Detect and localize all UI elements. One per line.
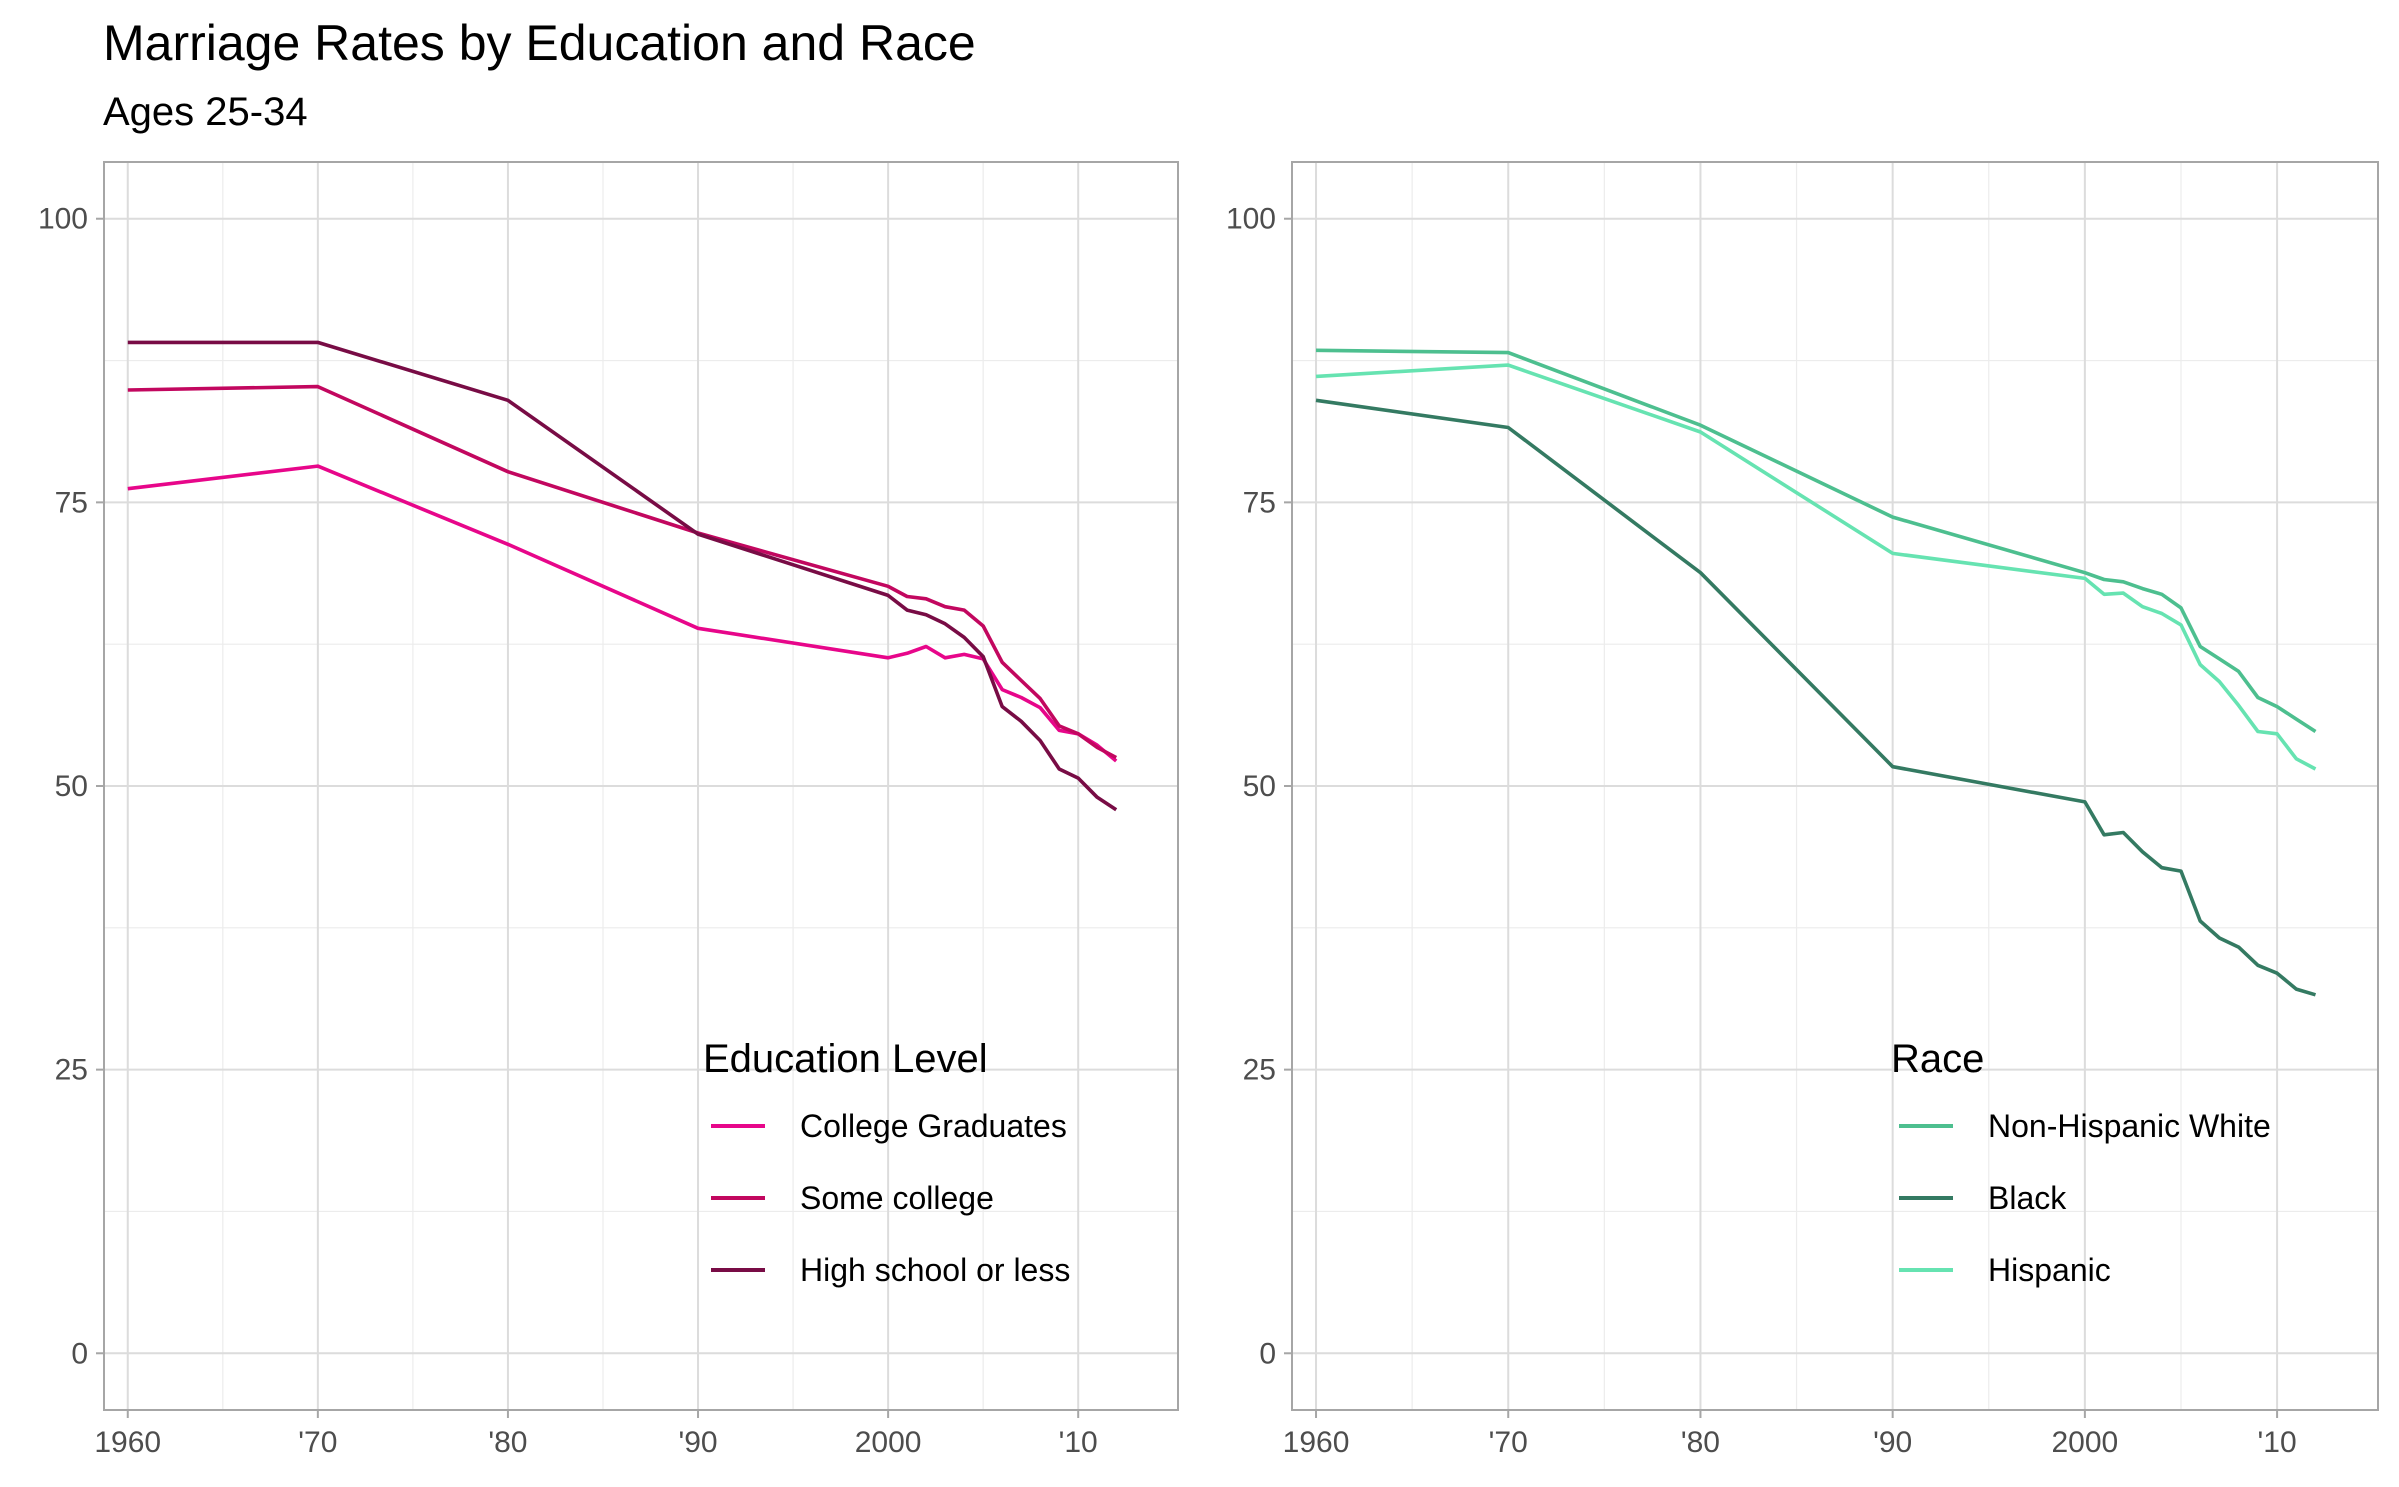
- legend-label: Black: [1988, 1180, 2067, 1216]
- series-line-high-school-or-less: [127, 340, 1118, 812]
- y-tick-label: 100: [1226, 203, 1276, 236]
- chart-title: Marriage Rates by Education and Race: [103, 15, 976, 71]
- legend: Education Level College Graduates Some col…: [703, 1037, 1070, 1288]
- y-tick-label: 0: [1259, 1337, 1276, 1370]
- legend-label: Non-Hispanic White: [1988, 1108, 2271, 1144]
- x-tick-label: '10: [2258, 1426, 2297, 1459]
- y-tick-label: 25: [1243, 1054, 1276, 1087]
- series-line-some-college: [127, 384, 1118, 760]
- legend-label: High school or less: [800, 1252, 1070, 1288]
- x-tick-label: 2000: [2052, 1426, 2119, 1459]
- y-tick-label: 25: [55, 1054, 88, 1087]
- legend-label: Some college: [800, 1180, 994, 1216]
- x-tick-label: '10: [1059, 1426, 1098, 1459]
- series-line-non-hispanic-white: [1315, 348, 2317, 734]
- x-tick-label: '70: [298, 1426, 337, 1459]
- x-tick-label: 1960: [1283, 1426, 1350, 1459]
- series-line-hispanic: [1315, 363, 2317, 771]
- y-tick-label: 75: [55, 486, 88, 519]
- panel-right: 0 25 50 75 100 1960 '70 '80 '90 2000 '10 RaceNon-Hi…: [1226, 161, 2379, 1459]
- legend-title: Race: [1891, 1037, 1984, 1081]
- x-tick-label: 1960: [94, 1426, 161, 1459]
- panel-left: 0 25 50 75 100 1960 '70 '80 '90 2000 '10 Education …: [38, 161, 1179, 1459]
- y-tick-label: 50: [1243, 770, 1276, 803]
- x-tick-label: '90: [678, 1426, 717, 1459]
- major-gridlines: [1292, 162, 2378, 1410]
- legend-title: Education Level: [703, 1037, 988, 1081]
- legend-label: Hispanic: [1988, 1252, 2111, 1288]
- x-tick-label: '80: [1681, 1426, 1720, 1459]
- x-tick-label: '70: [1489, 1426, 1528, 1459]
- x-tick-label: '90: [1873, 1426, 1912, 1459]
- series-line-college-graduates: [127, 464, 1118, 763]
- series-line-black: [1315, 398, 2317, 997]
- legend-label: College Graduates: [800, 1108, 1067, 1144]
- major-gridlines: [104, 162, 1178, 1410]
- y-tick-label: 75: [1243, 486, 1276, 519]
- chart-subtitle: Ages 25-34: [103, 90, 308, 134]
- y-tick-label: 0: [71, 1337, 88, 1370]
- y-tick-label: 100: [38, 203, 88, 236]
- x-tick-label: 2000: [855, 1426, 922, 1459]
- x-tick-label: '80: [488, 1426, 527, 1459]
- y-tick-label: 50: [55, 770, 88, 803]
